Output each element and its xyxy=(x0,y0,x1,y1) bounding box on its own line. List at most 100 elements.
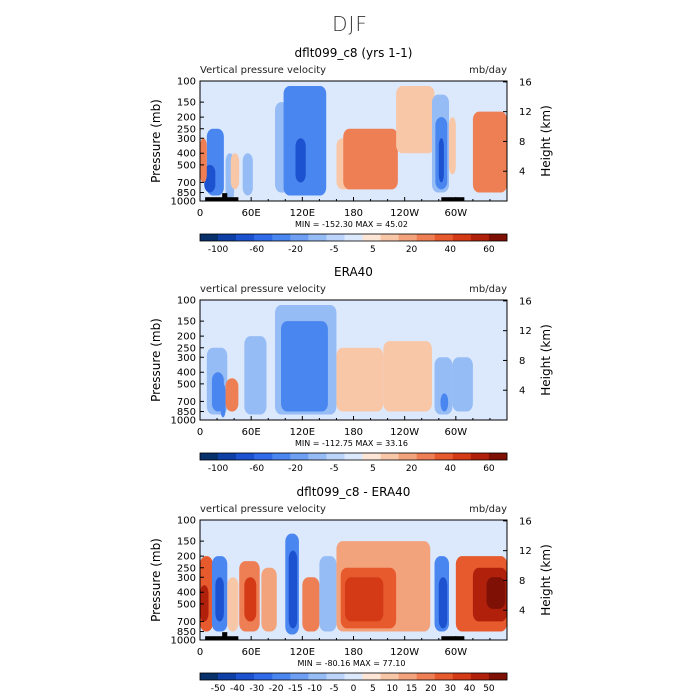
x-tick-label: 60E xyxy=(242,427,261,438)
y-tick-label: 100 xyxy=(177,516,196,527)
colorbar-swatch xyxy=(434,453,454,460)
field-cell-15 xyxy=(452,357,473,412)
field-layer xyxy=(200,85,507,201)
x-tick-label: 120E xyxy=(290,427,315,438)
y-tick-label: 200 xyxy=(177,552,196,563)
x-tick-label: 180 xyxy=(344,208,363,219)
colorbar-tick-label: 0 xyxy=(351,684,357,694)
colorbar-tick-label: -100 xyxy=(208,464,229,474)
colorbar-tick-label: -10 xyxy=(307,684,322,694)
colorbar-swatch xyxy=(236,453,255,460)
colorbar-swatch xyxy=(308,234,327,241)
min-max-stats: MIN = -112.75 MAX = 33.16 xyxy=(295,439,408,448)
y-right-axis-title: Height (km) xyxy=(539,105,553,176)
topography-mask-3 xyxy=(441,636,465,640)
field-cell-11 xyxy=(295,138,306,183)
colorbar-swatch xyxy=(200,453,219,460)
field-label: vertical pressure velocity xyxy=(200,284,326,295)
y-right-tick-label: 4 xyxy=(519,606,525,617)
y-tick-label: 250 xyxy=(177,343,196,354)
y-tick-label: 200 xyxy=(177,113,196,124)
field-cell-10 xyxy=(288,550,298,629)
colorbar-tick-label: 20 xyxy=(406,245,418,255)
colorbar-swatch xyxy=(434,673,454,680)
y-tick-label: 1000 xyxy=(171,416,196,427)
colorbar-swatch xyxy=(236,673,255,680)
colorbar-swatch xyxy=(380,673,399,680)
y-tick-label: 1000 xyxy=(171,197,196,208)
colorbar-swatch xyxy=(326,234,345,241)
field-cell-7 xyxy=(261,117,276,193)
y-tick-label: 850 xyxy=(177,407,196,418)
topography-mask-2 xyxy=(222,632,228,640)
y-tick-label: 700 xyxy=(177,617,196,628)
y-right-tick-label: 4 xyxy=(519,386,525,397)
field-cell-4 xyxy=(200,138,207,183)
colorbar-tick-label: -50 xyxy=(211,684,226,694)
colorbar-swatch xyxy=(344,453,363,460)
y-tick-label: 850 xyxy=(177,188,196,199)
y-right-tick-label: 16 xyxy=(519,296,532,307)
y-tick-label: 500 xyxy=(177,379,196,390)
y-tick-label: 250 xyxy=(177,563,196,574)
x-tick-label: 120E xyxy=(290,208,315,219)
field-cell-4 xyxy=(220,383,226,418)
y-tick-label: 100 xyxy=(177,77,196,88)
colorbar-swatch xyxy=(344,234,363,241)
colorbar-swatch xyxy=(470,234,490,241)
x-tick-label: 60E xyxy=(242,208,261,219)
colorbar-swatch xyxy=(326,673,345,680)
x-tick-label: 60W xyxy=(445,647,468,658)
field-cell-11 xyxy=(302,577,320,632)
y-axis-title: Pressure (mb) xyxy=(149,99,163,183)
x-tick-label: 120W xyxy=(390,647,419,658)
y-tick-label: 400 xyxy=(177,588,196,599)
units-label: mb/day xyxy=(469,65,507,76)
colorbar-swatch xyxy=(452,673,472,680)
topography-mask-3 xyxy=(441,197,465,201)
chart-title: ERA40 xyxy=(334,265,373,279)
y-right-tick-label: 12 xyxy=(519,107,532,118)
colorbar-swatch xyxy=(272,234,291,241)
colorbar-swatch xyxy=(398,453,418,460)
colorbar-tick-label: -20 xyxy=(288,464,303,474)
y-tick-label: 700 xyxy=(177,397,196,408)
x-tick-label: 120W xyxy=(390,208,419,219)
field-cell-2 xyxy=(200,585,209,622)
colorbar-swatch xyxy=(362,453,381,460)
field-cell-17 xyxy=(438,577,448,629)
y-tick-label: 300 xyxy=(177,134,196,145)
field-cell-12 xyxy=(383,341,432,412)
y-tick-label: 150 xyxy=(177,98,196,109)
y-axis-title: Pressure (mb) xyxy=(149,318,163,402)
colorbar-tick-label: -5 xyxy=(330,684,339,694)
colorbar-swatch xyxy=(272,453,291,460)
x-tick-label: 0 xyxy=(197,647,203,658)
colorbar-tick-label: 15 xyxy=(406,684,417,694)
field-cell-18 xyxy=(438,138,444,183)
y-tick-label: 150 xyxy=(177,537,196,548)
y-right-tick-label: 8 xyxy=(519,576,525,587)
colorbar-swatch xyxy=(434,234,454,241)
y-right-tick-label: 8 xyxy=(519,356,525,367)
colorbar-tick-label: 40 xyxy=(445,245,457,255)
colorbar-swatch xyxy=(290,453,309,460)
y-right-axis-title: Height (km) xyxy=(539,544,553,615)
field-cell-4 xyxy=(215,577,224,622)
field-cell-20 xyxy=(486,577,506,609)
colorbar-swatch xyxy=(272,673,291,680)
field-cell-19 xyxy=(449,117,456,175)
colorbar-swatch xyxy=(470,673,490,680)
colorbar-tick-label: -20 xyxy=(288,245,303,255)
topography-mask-2 xyxy=(222,193,228,201)
units-label: mb/day xyxy=(469,504,507,515)
y-right-tick-label: 8 xyxy=(519,137,525,148)
colorbar-swatch xyxy=(452,234,472,241)
y-tick-label: 200 xyxy=(177,332,196,343)
field-cell-5 xyxy=(230,153,240,190)
chart-title: dflt099_c8 (yrs 1-1) xyxy=(295,46,413,60)
y-right-tick-label: 16 xyxy=(519,516,532,527)
colorbar-swatch xyxy=(254,453,273,460)
colorbar-swatch xyxy=(362,234,381,241)
